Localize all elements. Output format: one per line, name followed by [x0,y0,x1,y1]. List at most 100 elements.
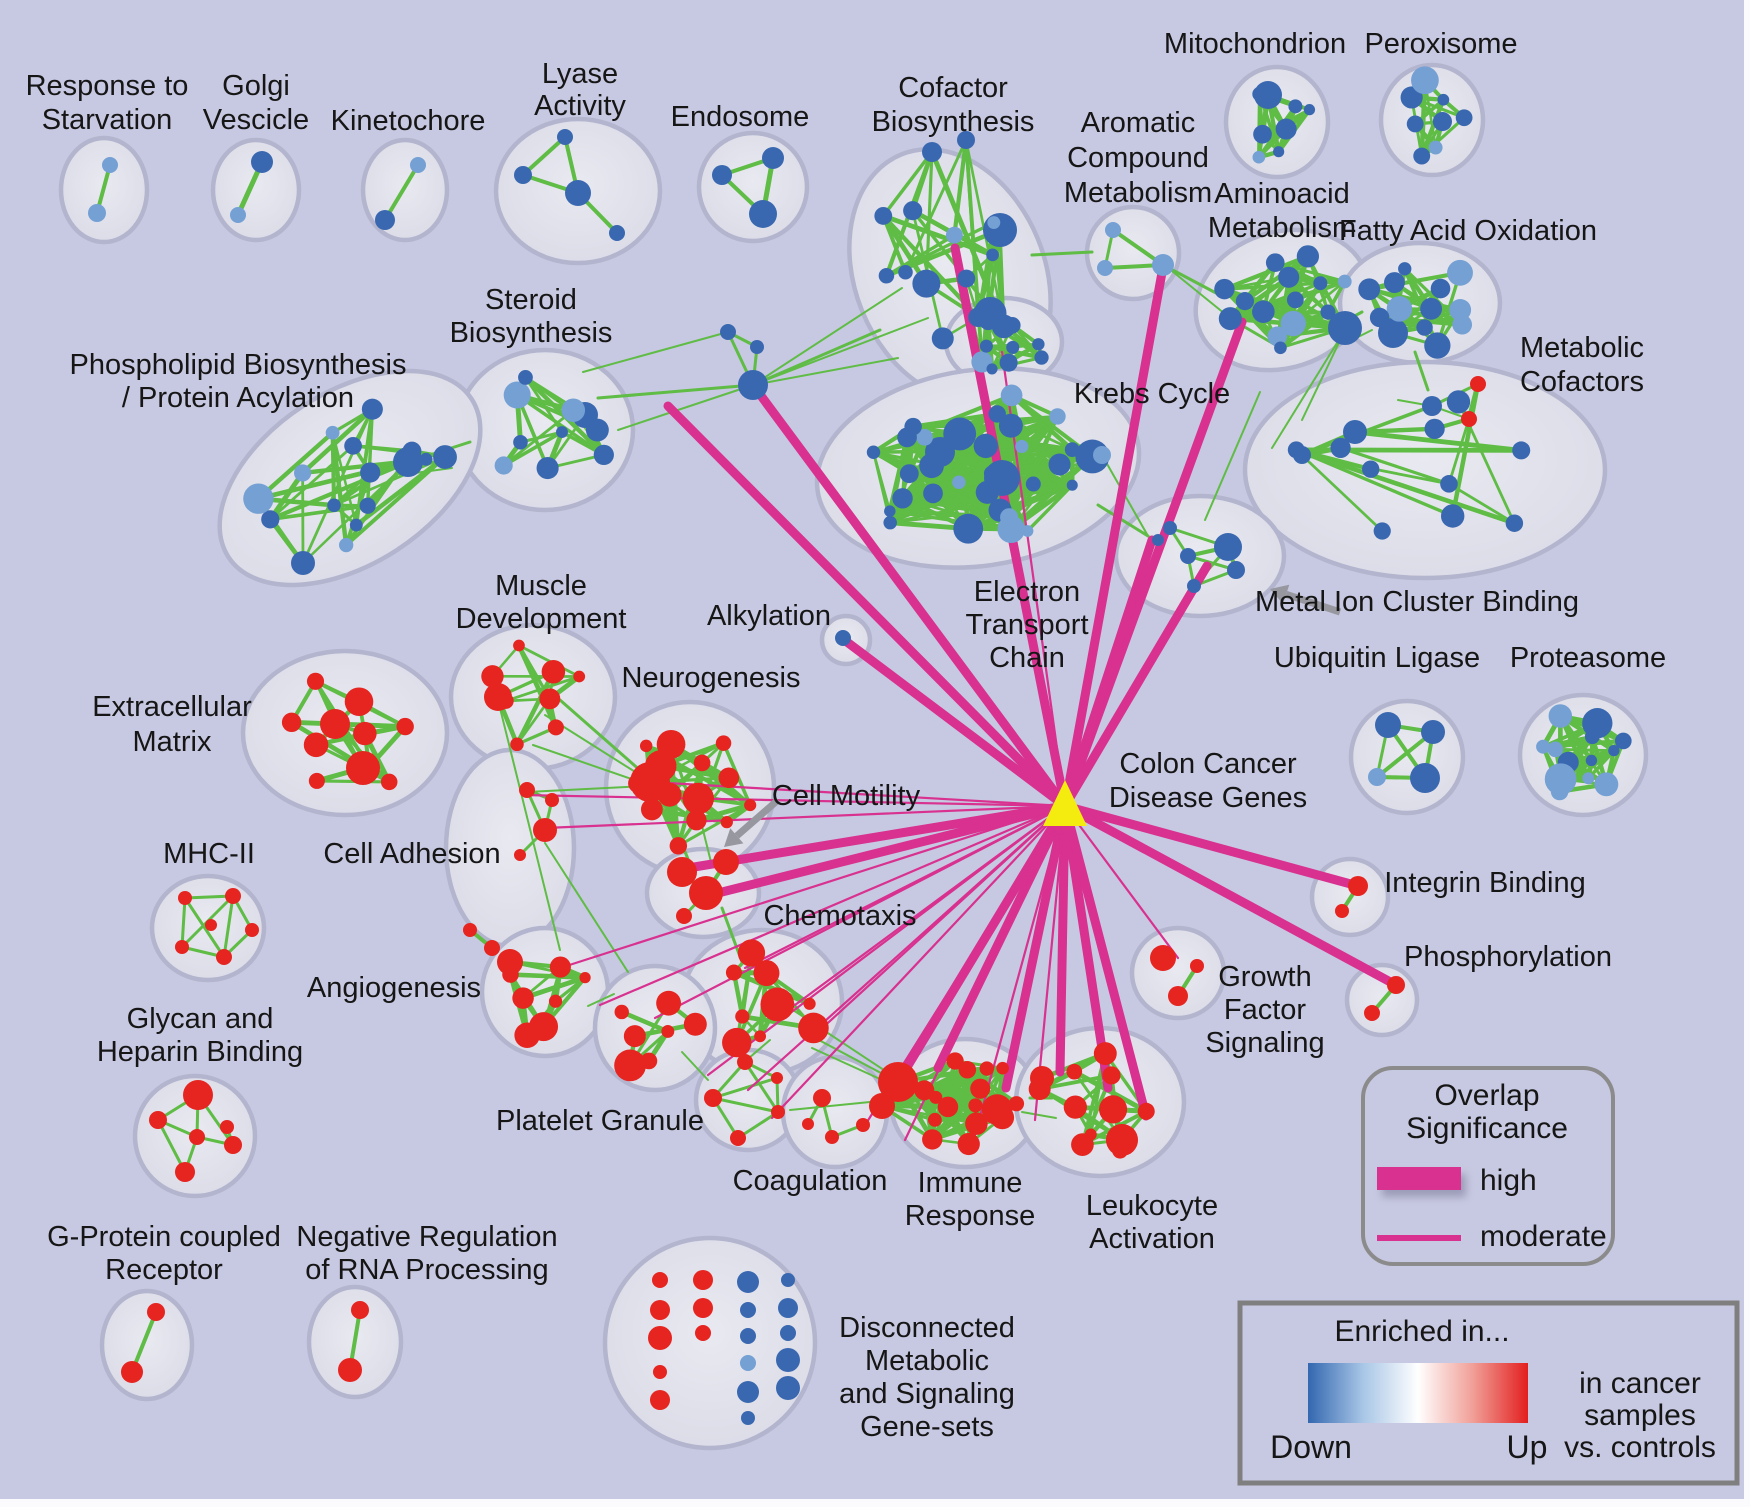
gene-set-node [1152,254,1174,276]
edge [222,894,235,959]
gene-set-nodes [88,66,1632,1425]
gene-set-node [916,428,933,446]
edge [1352,429,1524,453]
gene-set-node [676,908,692,924]
gene-set-node [904,417,922,436]
gene-set-node [1348,876,1368,896]
gene-set-node [1398,262,1412,276]
gene-set-node [1422,396,1442,416]
gene-set-node [1274,341,1287,355]
edge [743,804,1067,970]
gene-set-node [953,513,984,544]
gene-set-node [1021,525,1034,537]
gene-set-node [957,1132,980,1156]
edge [980,221,996,364]
gene-set-node [1410,763,1440,793]
gene-set-node [1252,300,1275,323]
gene-set-node [1280,310,1306,337]
gene-set-node [750,340,764,354]
gene-set-node [1150,945,1176,971]
gene-set-node [1028,1078,1051,1101]
label-platelet-granule: Platelet Granule [496,1105,704,1137]
gene-set-node [1364,1005,1380,1021]
legend-moderate-label: moderate [1480,1220,1607,1253]
gene-set-node [1614,732,1632,750]
gene-set-node [327,498,341,513]
edge [770,804,1067,1120]
gene-set-node [990,1105,1015,1130]
edge [881,213,908,275]
gene-set-node [339,537,354,553]
gene-set-node [656,729,686,759]
gene-set-node [361,398,383,420]
edge [668,741,753,808]
label-chemotaxis: Chemotaxis [763,900,916,932]
edge [752,317,929,386]
edge [676,803,752,848]
gene-set-node [776,1348,800,1372]
gene-set-node [639,739,653,753]
edge [256,430,335,501]
gene-set-node [497,949,523,975]
edge [1063,804,1180,960]
gene-set-node [1214,278,1235,300]
gene-set-node [1049,408,1066,425]
gene-set-node [715,735,732,751]
edge [735,951,754,1045]
gene-set-node [943,417,977,451]
gene-set-node [713,849,739,875]
gene-set-node [494,456,513,475]
gene-set-node [1373,522,1391,540]
gene-set-node [497,692,514,709]
gene-set-node [1594,772,1619,797]
gene-set-node [682,782,714,815]
legend-high-label: high [1480,1164,1537,1197]
edge [183,896,226,959]
edge [383,163,420,222]
moderate-significance-swatch [1377,1235,1461,1241]
legend-enriched-title: Enriched in... [1334,1315,1509,1348]
edge [330,430,349,548]
gene-set-node [730,1130,746,1146]
label-fatty-acid-oxidation: Fatty Acid Oxidation [1339,215,1597,247]
gene-set-node [946,1052,964,1070]
edge [1030,250,1094,257]
gene-set-node [735,1009,750,1024]
gene-set-node [987,216,1001,229]
gene-set-node [1430,278,1451,299]
label-negative-regulation-of-rna-processing: Negative Regulation of RNA Processing [296,1221,557,1286]
gene-set-node [780,1325,796,1341]
gene-set-node [1218,307,1242,331]
legends: Overlap Significance high moderate Enriched … [1237,1066,1740,1486]
edge [1293,447,1517,526]
gene-set-node [1550,782,1569,801]
gene-set-node [514,1022,540,1048]
gene-set-node [1452,314,1473,335]
hub-layer [1043,780,1087,826]
gene-set-node [883,515,897,530]
metal-ion-pointer [1285,590,1342,616]
edge [1021,1111,1057,1119]
cluster-mitochondrion [1223,64,1331,180]
gene-set-node [614,1049,646,1082]
gene-set-node [903,201,923,221]
gene-set-node [718,767,740,789]
gene-set-node [396,717,414,736]
edge [1413,350,1430,392]
gene-set-node [1362,460,1380,478]
gene-set-node [656,990,682,1016]
gene-set-node [1265,253,1285,272]
gene-set-node [294,464,312,482]
edge [1300,404,1434,457]
edge [1165,265,1218,295]
gene-set-node [1378,318,1408,348]
gene-set-node [536,457,559,480]
gene-set-node [360,462,381,483]
gene-set-node [1000,384,1023,407]
gene-set-node [1432,112,1452,132]
enrichment-gradient-bar [1308,1363,1528,1423]
edge [1294,448,1384,533]
gene-set-node [771,1072,783,1084]
gene-set-node [548,994,563,1008]
colon-cancer-hub-triangle [1043,780,1087,826]
